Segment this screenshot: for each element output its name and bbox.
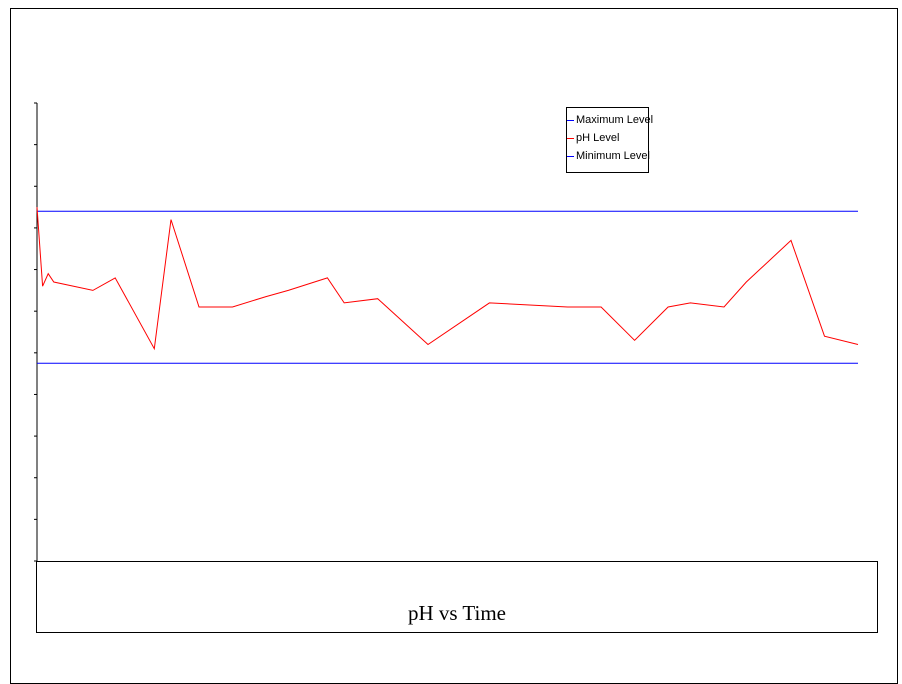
legend-swatch-ph-level (567, 137, 574, 139)
chart-title: pH vs Time (407, 601, 507, 625)
chart-title-box: pH vs Time (36, 561, 878, 633)
legend-item-minimum-level: Minimum Level (567, 147, 650, 165)
legend-label-maximum-level: Maximum Level (576, 114, 654, 126)
series-line-ph-level (36, 207, 859, 351)
legend-item-maximum-level: Maximum Level (567, 111, 653, 129)
series-layer (36, 207, 859, 364)
legend-swatch-maximum-level (567, 119, 574, 121)
legend-label-minimum-level: Minimum Level (576, 150, 650, 162)
legend-label-ph-level: pH Level (576, 132, 620, 144)
legend-swatch-minimum-level (567, 155, 574, 157)
y-axis-ticks (34, 102, 37, 562)
legend-item-ph-level: pH Level (567, 129, 619, 147)
chart-legend: Maximum Level pH Level Minimum Level (566, 107, 653, 173)
